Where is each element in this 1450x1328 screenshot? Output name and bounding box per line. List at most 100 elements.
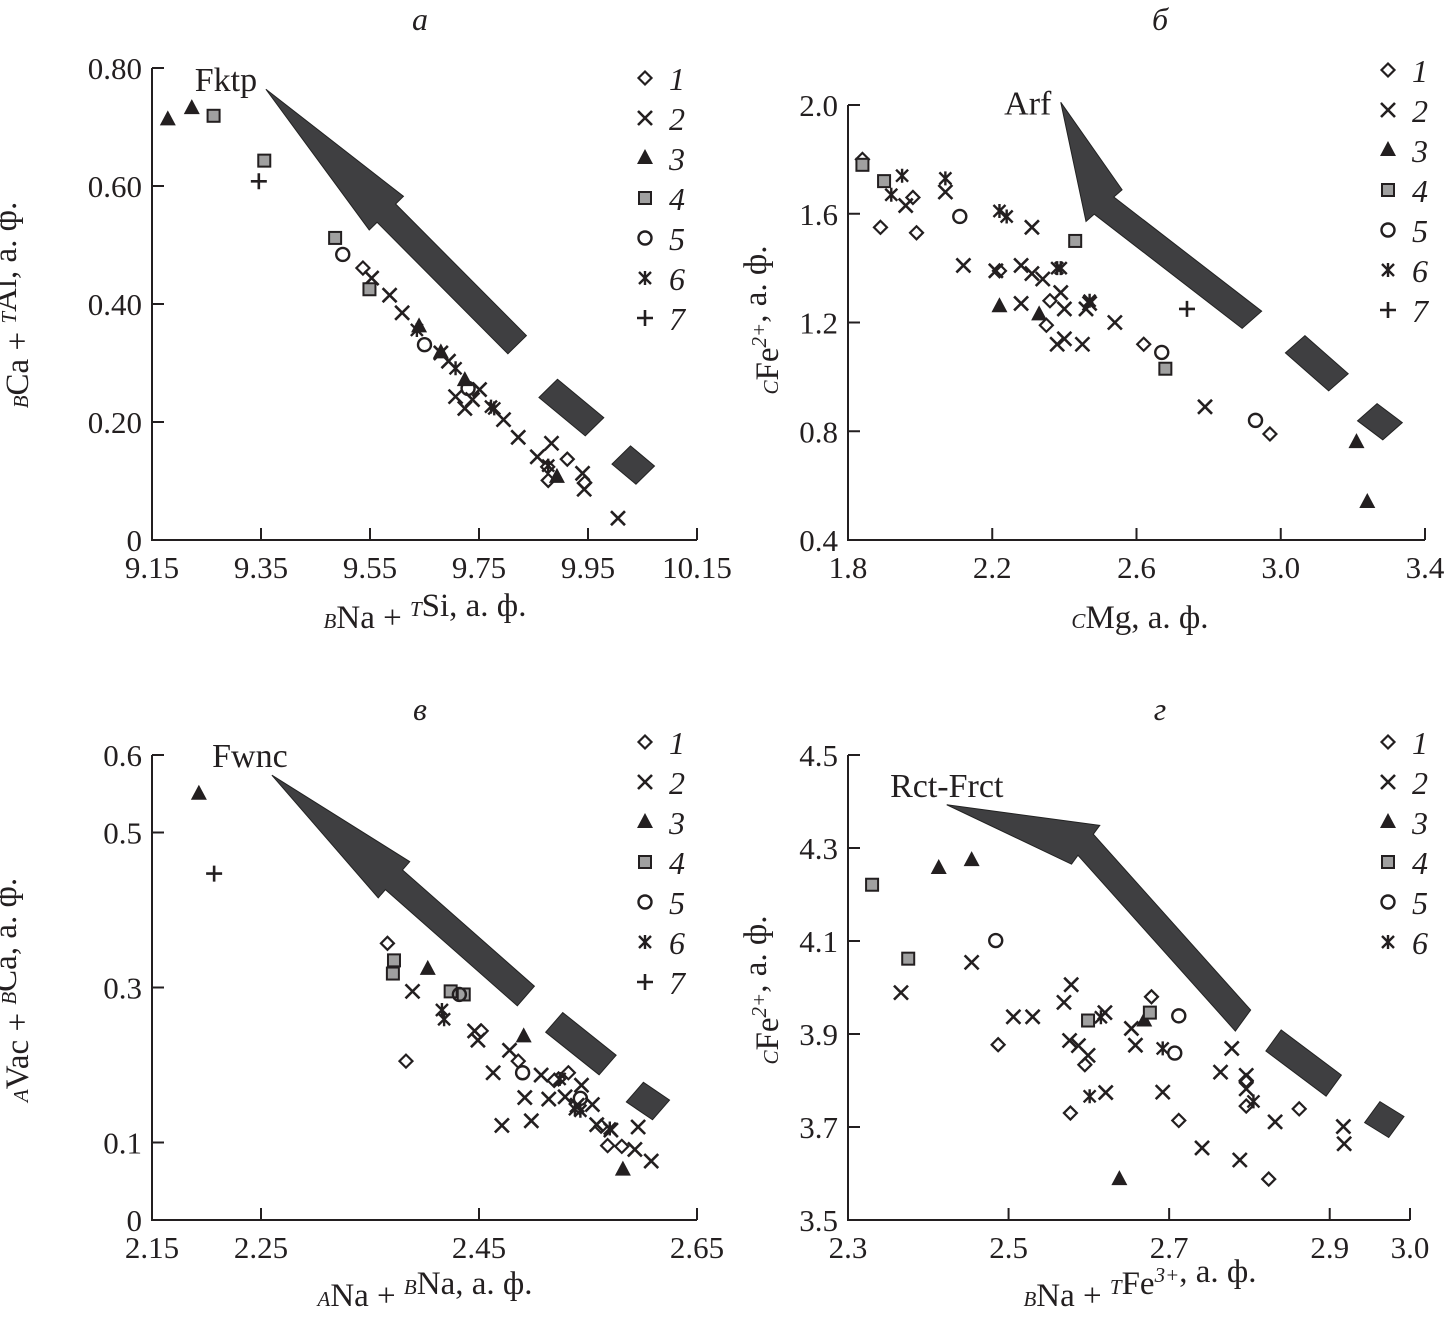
data-point-series-2 — [1238, 1080, 1255, 1097]
data-point-series-2 — [1034, 271, 1051, 287]
data-point-series-2 — [588, 1116, 605, 1133]
x-tick-label: 9.95 — [561, 550, 615, 585]
legend-label: 7 — [669, 965, 687, 1001]
superscript: 2+ — [747, 323, 771, 348]
x-tick-label: 2.7 — [1150, 1230, 1189, 1265]
superscript: B — [9, 395, 33, 408]
data-point-series-4 — [206, 108, 221, 123]
data-point-series-4 — [362, 282, 377, 297]
data-point-series-6 — [541, 458, 556, 473]
data-point-series-3 — [419, 959, 436, 975]
label-text: Mg, а. ф. — [1085, 600, 1208, 636]
legend-label: 1 — [1412, 725, 1428, 761]
x-tick-label: 3.4 — [1406, 550, 1445, 585]
data-point-series-2 — [1013, 257, 1030, 274]
legend-marker-6 — [1381, 935, 1395, 949]
x-tick-label: 9.55 — [343, 550, 397, 585]
y-tick-label: 0 — [127, 523, 143, 558]
label-text: Ca, а. ф. — [0, 878, 24, 992]
legend-label: 7 — [669, 301, 687, 337]
data-point-series-1 — [872, 219, 889, 236]
legend-marker-5 — [1380, 894, 1396, 910]
legend-marker-3 — [1380, 141, 1396, 156]
x-tick-label: 2.3 — [829, 1230, 868, 1265]
data-point-series-2 — [1005, 1008, 1022, 1025]
y-tick-label: 0.5 — [103, 816, 142, 851]
data-point-series-2 — [1194, 1140, 1210, 1156]
superscript: C — [759, 1049, 783, 1064]
data-point-series-1 — [1062, 1104, 1079, 1122]
data-point-series-2 — [1056, 300, 1073, 317]
data-point-series-3 — [432, 343, 449, 359]
data-point-series-2 — [1335, 1118, 1352, 1135]
data-point-series-1 — [1170, 1112, 1187, 1129]
data-point-series-2 — [630, 1119, 647, 1135]
data-point-series-1 — [613, 1138, 630, 1155]
data-point-series-2 — [447, 388, 464, 405]
y-tick-label: 0.1 — [103, 1126, 142, 1161]
trend-label: Arf — [1004, 85, 1052, 122]
data-point-series-6 — [437, 1012, 451, 1027]
data-point-series-4 — [865, 877, 880, 892]
label-text: Na + — [336, 600, 410, 636]
y-tick-label: 0.4 — [799, 523, 838, 558]
data-point-series-6 — [487, 401, 502, 416]
data-point-series-2 — [643, 1153, 660, 1170]
y-tick-label: 0.8 — [799, 414, 838, 449]
y-axis-label: CFe2+, а. ф. — [738, 246, 786, 395]
data-point-series-2 — [1231, 1152, 1248, 1168]
data-point-series-6 — [1155, 1041, 1170, 1056]
axis-lines — [151, 755, 697, 1221]
data-point-series-5 — [952, 208, 968, 225]
legend-label: 4 — [1412, 173, 1428, 209]
axis-lines — [847, 755, 1410, 1221]
legend-marker-1 — [636, 69, 654, 87]
data-point-series-1 — [908, 224, 925, 241]
data-point-series-4 — [386, 953, 401, 968]
x-tick-label: 1.8 — [829, 550, 868, 585]
data-point-series-2 — [469, 1032, 486, 1049]
data-point-series-2 — [1336, 1135, 1353, 1152]
data-point-series-7 — [1178, 300, 1195, 317]
y-tick-label: 0 — [127, 1203, 143, 1238]
x-tick-label: 9.75 — [452, 550, 506, 585]
legend-marker-7 — [1380, 302, 1396, 318]
data-point-series-1 — [559, 451, 576, 468]
data-point-series-2 — [576, 481, 593, 498]
data-point-series-4 — [1068, 233, 1083, 248]
legend-label: 3 — [668, 141, 685, 177]
data-point-series-1 — [1260, 1171, 1277, 1188]
legend-label: 4 — [669, 181, 685, 217]
data-point-series-5 — [514, 1065, 531, 1081]
superscript: A — [9, 1089, 33, 1104]
trend-arrow-segment — [1363, 1100, 1405, 1139]
data-point-series-2 — [1223, 1040, 1240, 1057]
data-point-series-2 — [1013, 295, 1030, 312]
legend-label: 6 — [669, 261, 685, 297]
legend-label: 1 — [669, 725, 685, 761]
legend-marker-4 — [1381, 183, 1395, 197]
y-tick-label: 0.80 — [88, 51, 142, 86]
data-point-series-2 — [987, 262, 1004, 279]
x-tick-label: 2.9 — [1310, 1230, 1349, 1265]
y-tick-label: 4.3 — [799, 831, 838, 866]
data-point-series-2 — [529, 448, 546, 465]
legend-marker-4 — [1381, 855, 1395, 869]
trend-arrow — [271, 774, 536, 1007]
data-point-series-1 — [1135, 336, 1152, 353]
data-point-series-3 — [159, 110, 176, 126]
data-point-series-1 — [1041, 292, 1059, 309]
data-point-series-2 — [626, 1141, 643, 1158]
data-point-series-2 — [540, 1091, 557, 1108]
legend-marker-3 — [1380, 813, 1396, 828]
legend-label: 6 — [669, 925, 685, 961]
y-axis-label: BCa + TAl, а. ф. — [0, 202, 36, 409]
x-tick-label: 2.2 — [973, 550, 1012, 585]
data-point-series-2 — [1024, 219, 1040, 236]
data-point-series-3 — [548, 467, 565, 483]
label-text: , а. ф. — [738, 916, 774, 993]
axis-lines — [151, 68, 697, 541]
data-point-series-5 — [416, 337, 433, 353]
